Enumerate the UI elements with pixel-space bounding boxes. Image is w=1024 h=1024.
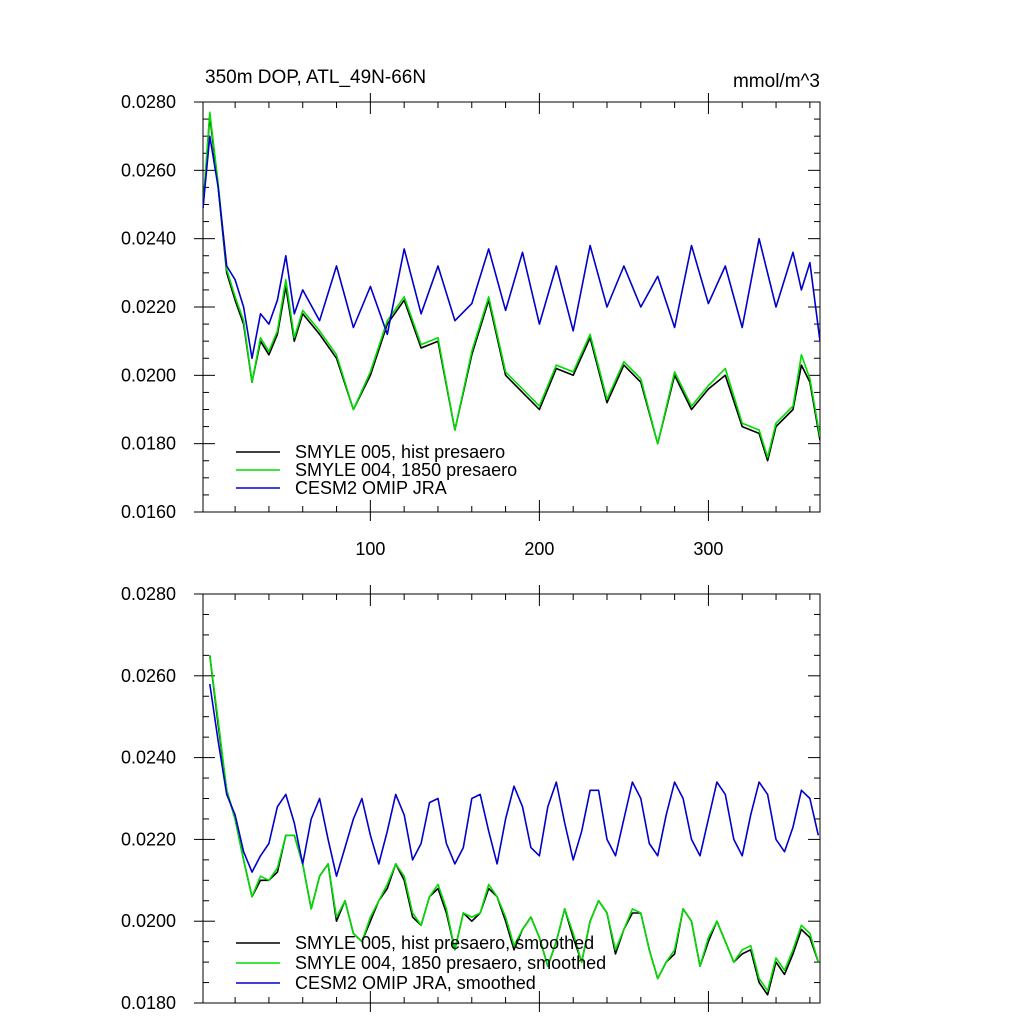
x-tick-label: 100 [355, 539, 385, 559]
y-tick-label: 0.0200 [121, 365, 176, 385]
bottom-panel-series [209, 655, 820, 996]
y-tick-label: 0.0280 [121, 92, 176, 112]
y-tick-label: 0.0200 [121, 911, 176, 931]
y-tick-label: 0.0240 [121, 748, 176, 768]
y-tick-label: 0.0220 [121, 829, 176, 849]
x-tick-label: 300 [693, 539, 723, 559]
series-line [203, 111, 820, 459]
series-line [203, 135, 820, 360]
y-tick-label: 0.0180 [121, 993, 176, 1013]
legend-label: SMYLE 005, hist presaero [295, 442, 505, 462]
legend-label: SMYLE 004, 1850 presaero, smoothed [295, 953, 606, 973]
y-tick-label: 0.0180 [121, 434, 176, 454]
bottom-panel: 0.0180 0.0200 0.0220 0.0240 0.0260 0.0280 SMY… [121, 584, 821, 1013]
top-panel-units: mmol/m^3 [733, 71, 820, 92]
bottom-panel-legend: SMYLE 005, hist presaero, smoothedSMYLE … [236, 933, 606, 993]
legend-label: SMYLE 004, 1850 presaero [295, 460, 517, 480]
series-line [209, 683, 820, 878]
top-panel-series [203, 111, 820, 462]
y-tick-label: 0.0260 [121, 666, 176, 686]
legend-label: CESM2 OMIP JRA, smoothed [295, 973, 536, 993]
series-line [203, 114, 820, 462]
series-line [209, 655, 820, 992]
legend-label: SMYLE 005, hist presaero, smoothed [295, 933, 594, 953]
top-panel: 350m DOP, ATL_49N-66N mmol/m^3 0.01600.0… [121, 67, 821, 559]
y-tick-label: 0.0220 [121, 297, 176, 317]
y-tick-label: 0.0160 [121, 502, 176, 522]
y-tick-label: 0.0280 [121, 584, 176, 604]
y-tick-label: 0.0240 [121, 229, 176, 249]
top-panel-axes: 0.0160 0.0180 0.0200 0.0220 0.0240 0.0260 0.02… [121, 92, 821, 559]
legend-label: CESM2 OMIP JRA [295, 478, 447, 498]
x-tick-label: 200 [524, 539, 554, 559]
top-panel-title: 350m DOP, ATL_49N-66N [205, 67, 426, 88]
y-tick-label: 0.0260 [121, 160, 176, 180]
bottom-panel-axes: 0.0180 0.0200 0.0220 0.0240 0.0260 0.0280 [121, 584, 821, 1013]
